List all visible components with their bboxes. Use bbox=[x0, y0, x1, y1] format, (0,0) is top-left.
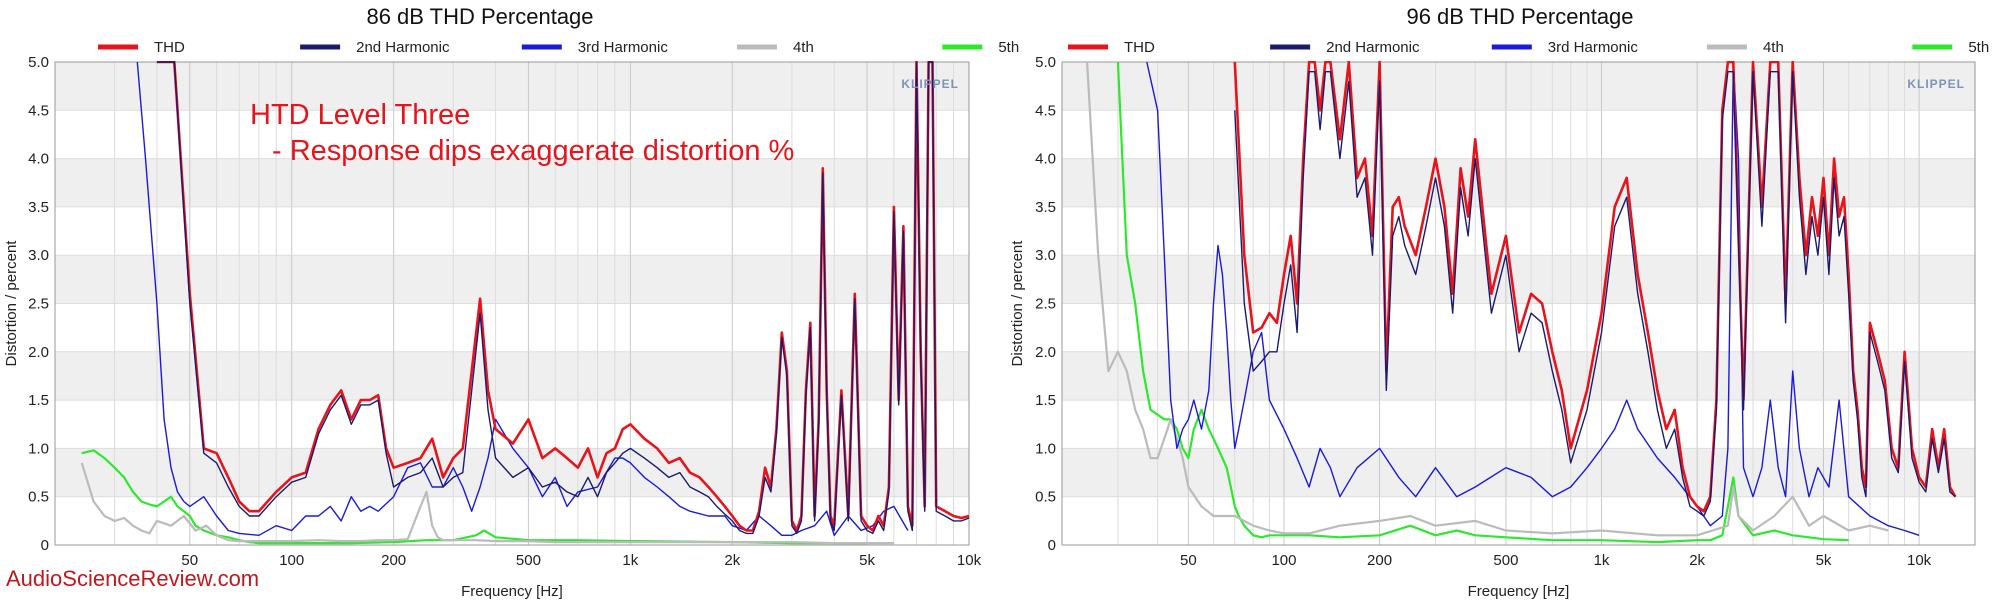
y-tick-label: 4.0 bbox=[1035, 151, 1056, 168]
grid-band bbox=[1062, 255, 1975, 304]
annotation-line: HTD Level Three bbox=[250, 99, 470, 131]
series-line-2nd-harmonic bbox=[1234, 70, 1956, 517]
y-tick-label: 2.0 bbox=[1035, 344, 1056, 361]
y-tick-label: 3.0 bbox=[1035, 247, 1056, 264]
x-tick-label: 50 bbox=[1180, 552, 1197, 569]
grid-band bbox=[55, 62, 969, 111]
x-tick-label: 500 bbox=[516, 552, 541, 569]
x-tick-label: 2k bbox=[724, 552, 740, 569]
x-tick-label: 200 bbox=[1367, 552, 1392, 569]
x-tick-label: 2k bbox=[1689, 552, 1705, 569]
y-tick-label: 3.5 bbox=[1035, 199, 1056, 216]
grid-band bbox=[55, 448, 969, 497]
y-tick-label: 2.5 bbox=[1035, 296, 1056, 313]
series-line-5th bbox=[1116, 61, 1849, 544]
series-line-4th bbox=[80, 462, 894, 545]
y-tick-label: 0.5 bbox=[1035, 489, 1056, 506]
klippel-logo: KLIPPEL bbox=[901, 77, 959, 91]
x-tick-label: 10k bbox=[1907, 552, 1932, 569]
series-line-2nd-harmonic bbox=[156, 61, 969, 535]
x-tick-label: 50 bbox=[181, 552, 198, 569]
y-tick-label: 2.5 bbox=[28, 296, 49, 313]
x-tick-label: 5k bbox=[1816, 552, 1832, 569]
grid-band bbox=[55, 255, 969, 304]
grid-band bbox=[1062, 62, 1975, 111]
x-tick-label: 1k bbox=[1594, 552, 1610, 569]
legend-label: 3rd Harmonic bbox=[1548, 39, 1639, 56]
x-tick-label: 100 bbox=[1271, 552, 1296, 569]
y-tick-label: 4.5 bbox=[28, 102, 49, 119]
series-line-3rd-harmonic bbox=[1146, 61, 1920, 536]
y-tick-label: 1.5 bbox=[28, 392, 49, 409]
y-tick-label: 2.0 bbox=[28, 344, 49, 361]
x-tick-label: 500 bbox=[1493, 552, 1518, 569]
x-axis-label: Frequency [Hz] bbox=[461, 583, 563, 600]
x-tick-label: 1k bbox=[622, 552, 638, 569]
y-tick-label: 0 bbox=[1048, 537, 1056, 554]
y-tick-label: 1.5 bbox=[1035, 392, 1056, 409]
legend-label: 4th bbox=[1763, 39, 1784, 56]
plot-border bbox=[1061, 61, 1976, 546]
x-tick-label: 100 bbox=[279, 552, 304, 569]
series-line-3rd-harmonic bbox=[136, 61, 909, 536]
x-tick-label: 5k bbox=[859, 552, 875, 569]
y-tick-label: 1.0 bbox=[28, 440, 49, 457]
y-tick-label: 0 bbox=[41, 537, 49, 554]
y-tick-label: 5.0 bbox=[1035, 54, 1056, 71]
legend-label: 3rd Harmonic bbox=[578, 39, 669, 56]
legend-label: 2nd Harmonic bbox=[1326, 39, 1420, 56]
klippel-logo: KLIPPEL bbox=[1907, 77, 1965, 91]
y-tick-label: 5.0 bbox=[28, 54, 49, 71]
series-line-thd bbox=[1233, 61, 1957, 513]
x-axis-label: Frequency [Hz] bbox=[1468, 583, 1570, 600]
legend-label: 4th bbox=[793, 39, 814, 56]
legend-label: 5th bbox=[998, 39, 1019, 56]
legend-label: 2nd Harmonic bbox=[356, 39, 450, 56]
watermark-text: AudioScienceReview.com bbox=[6, 566, 260, 591]
y-tick-label: 1.0 bbox=[1035, 440, 1056, 457]
y-tick-label: 3.0 bbox=[28, 247, 49, 264]
y-axis-label: Distortion / percent bbox=[3, 240, 20, 367]
x-tick-label: 200 bbox=[381, 552, 406, 569]
series-line-4th bbox=[1086, 61, 1889, 537]
grid-band bbox=[55, 351, 969, 401]
legend-label: THD bbox=[154, 39, 185, 56]
y-axis-label: Distortion / percent bbox=[1009, 240, 1026, 367]
plot-border bbox=[54, 61, 970, 546]
chart-title: 96 dB THD Percentage bbox=[1406, 4, 1633, 29]
y-tick-label: 4.5 bbox=[1035, 102, 1056, 119]
y-tick-label: 3.5 bbox=[28, 199, 49, 216]
legend-label: THD bbox=[1124, 39, 1155, 56]
chart-title: 86 dB THD Percentage bbox=[366, 4, 593, 29]
y-tick-label: 0.5 bbox=[28, 489, 49, 506]
legend-label: 5th bbox=[1968, 39, 1989, 56]
x-tick-label: 10k bbox=[957, 552, 982, 569]
annotation-line: - Response dips exaggerate distortion % bbox=[272, 135, 794, 167]
chart-panel-1: 0 0.5 1.0 1.5 2.0 2.5 3.0 3.5 4.0 4.5 5.0 50 100 200 5… bbox=[3, 4, 1019, 600]
chart-panel-2: 0 0.5 1.0 1.5 2.0 2.5 3.0 3.5 4.0 4.5 5.0 50 100 200 5… bbox=[1009, 4, 1989, 600]
grid-band bbox=[1062, 351, 1975, 401]
y-tick-label: 4.0 bbox=[28, 151, 49, 168]
grid-band bbox=[55, 158, 969, 207]
